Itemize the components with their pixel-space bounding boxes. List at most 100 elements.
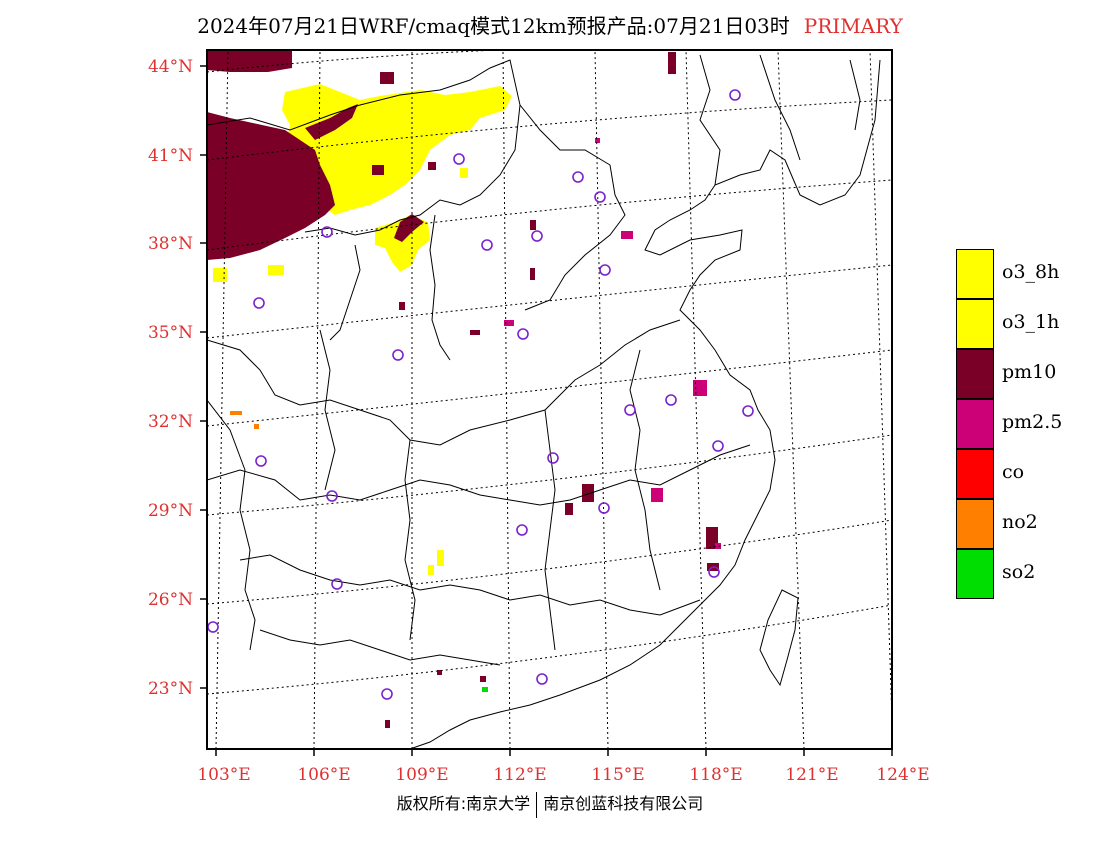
pm10-patch-3 — [428, 162, 436, 170]
station-marker — [253, 297, 265, 309]
lon-label: 103°E — [197, 765, 250, 785]
pm10-patch-15 — [437, 670, 442, 675]
taiwan-outline — [759, 589, 799, 687]
pm10-region-northwest — [207, 50, 292, 72]
copyright-left: 版权所有:南京大学 — [396, 794, 531, 813]
lon-label: 112°E — [493, 765, 546, 785]
station-marker — [536, 673, 548, 685]
station-marker — [572, 171, 584, 183]
title-main: 2024年07月21日WRF/cmaq模式12km预报产品:07月21日03时 — [197, 14, 790, 38]
pm10-patch-12 — [668, 52, 676, 74]
no2-patch-2 — [254, 424, 259, 429]
legend-label: o3_1h — [1002, 311, 1060, 333]
station-marker — [598, 502, 610, 514]
lon-line-118 — [685, 50, 707, 749]
map-frame — [206, 49, 893, 750]
lat-label: 29°N — [148, 501, 193, 521]
lat-line-29 — [207, 434, 892, 516]
lon-label: 121°E — [785, 765, 838, 785]
boundary-ne — [699, 54, 861, 186]
lat-line-35 — [207, 264, 892, 339]
footer-divider — [536, 791, 538, 818]
pm25-patch-1 — [621, 231, 633, 239]
lon-line-115 — [594, 50, 609, 749]
station-marker — [381, 688, 393, 700]
station-marker — [624, 404, 636, 416]
lat-label: 23°N — [148, 679, 193, 699]
pm25-patch-2 — [693, 380, 707, 396]
pm10-patch-9 — [565, 503, 573, 515]
pm10-patch-6 — [399, 302, 405, 310]
pm10-patch-13 — [480, 676, 486, 682]
copyright-footer: 版权所有:南京大学 南京创蓝科技有限公司 — [0, 790, 1100, 818]
station-marker — [729, 89, 741, 101]
boundary-inner-mongolia — [207, 59, 521, 236]
coastline — [409, 59, 881, 749]
boundary-shanxi-shaanxi — [329, 214, 451, 361]
lon-line-124 — [869, 50, 892, 721]
boundary-west — [207, 399, 256, 651]
pollution-fields — [207, 50, 721, 728]
legend-swatch — [956, 349, 994, 399]
pm10-patch-1 — [380, 72, 394, 84]
copyright-right: 南京创蓝科技有限公司 — [543, 794, 704, 813]
o3-patch-e — [460, 168, 468, 178]
station-marker — [742, 405, 754, 417]
station-marker — [665, 394, 677, 406]
lon-line-103 — [215, 50, 229, 749]
boundary-hebei — [519, 104, 626, 311]
legend-label: co — [1002, 461, 1025, 483]
o3-patch-b — [213, 268, 227, 282]
map-title: 2024年07月21日WRF/cmaq模式12km预报产品:07月21日03时 P… — [0, 10, 1100, 39]
legend-label: o3_8h — [1002, 261, 1060, 283]
lon-label: 115°E — [591, 765, 644, 785]
lat-labels: 44°N 41°N 38°N 35°N 32°N 29°N 26°N 23°N — [148, 57, 193, 699]
lon-line-112 — [502, 50, 511, 749]
lat-line-23 — [207, 604, 892, 695]
pm10-patch-2 — [372, 165, 384, 175]
pm10-patch-8 — [582, 484, 594, 502]
station-marker — [331, 578, 343, 590]
station-marker — [516, 524, 528, 536]
pm10-patch-14 — [385, 720, 390, 728]
legend-swatch — [956, 499, 994, 549]
map-content — [207, 50, 892, 749]
pm25-patch-4 — [504, 320, 514, 326]
lat-label: 32°N — [148, 412, 193, 432]
station-marker — [392, 349, 404, 361]
boundary-yangtze — [207, 444, 751, 506]
boundary-south — [239, 554, 701, 616]
pm25-patch-6 — [595, 138, 600, 143]
o3-patch-d — [428, 565, 434, 575]
lon-labels: 103°E 106°E 109°E 112°E 115°E 118°E 121°… — [197, 765, 929, 785]
legend-label: pm2.5 — [1002, 411, 1063, 433]
boundaries — [207, 54, 881, 749]
station-marker — [547, 452, 559, 464]
o3-patch-c — [437, 550, 444, 566]
no2-patch-1 — [230, 411, 242, 415]
legend-swatch — [956, 249, 994, 299]
station-marker — [599, 264, 611, 276]
lat-label: 44°N — [148, 57, 193, 77]
station-marker — [708, 566, 720, 578]
lat-label: 26°N — [148, 590, 193, 610]
pm25-patch-3 — [651, 488, 663, 502]
boundary-vertical-3 — [629, 349, 661, 591]
lat-label: 38°N — [148, 234, 193, 254]
legend-swatch — [956, 449, 994, 499]
lon-label: 109°E — [395, 765, 448, 785]
pm25-patch-5 — [715, 543, 721, 549]
lat-line-32 — [207, 349, 892, 427]
tick-marks — [200, 65, 893, 756]
stations — [207, 89, 754, 700]
lon-label: 118°E — [689, 765, 742, 785]
legend-swatch — [956, 399, 994, 449]
lon-label: 106°E — [297, 765, 350, 785]
legend-swatch — [956, 549, 994, 599]
station-marker — [207, 621, 219, 633]
legend-label: no2 — [1002, 511, 1038, 533]
o3-region-shanxi — [375, 215, 430, 272]
lat-line-41 — [207, 99, 892, 161]
pm10-patch-7 — [470, 330, 480, 335]
lon-line-106 — [313, 50, 321, 749]
